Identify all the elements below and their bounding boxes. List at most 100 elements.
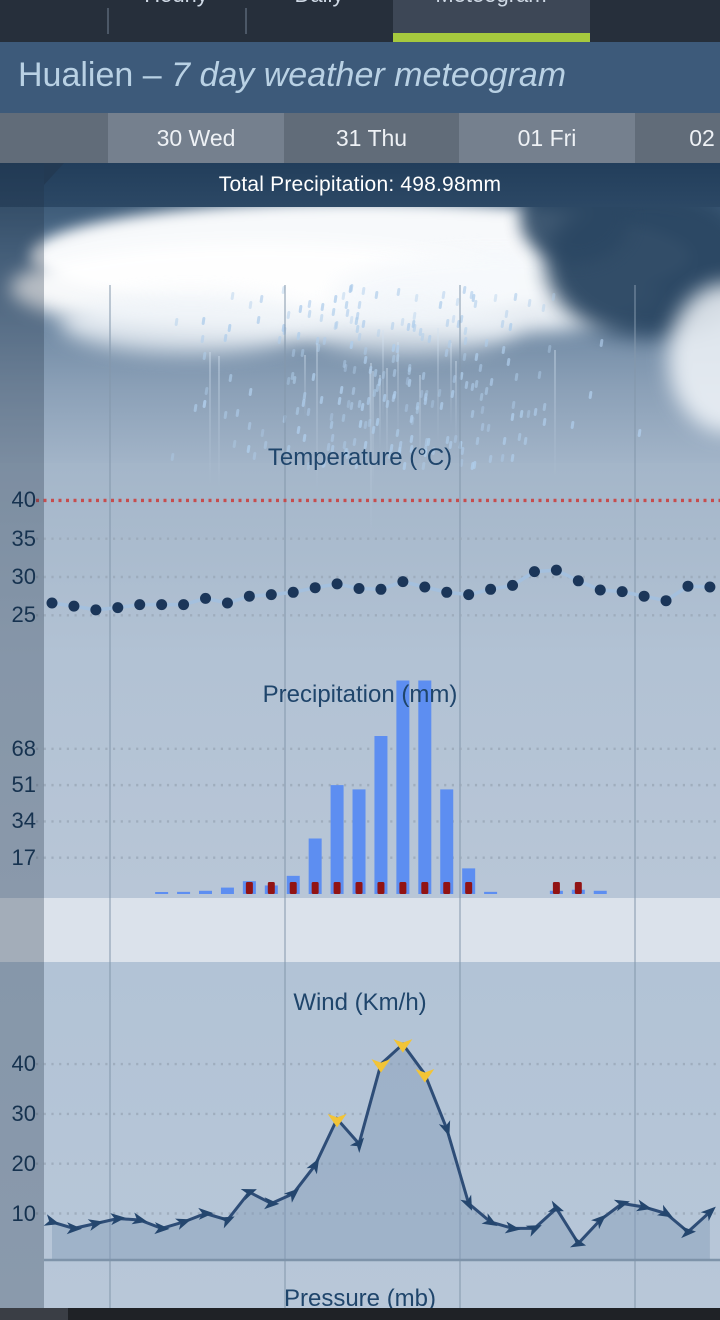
temperature-point [463,589,475,601]
top-tab-bar: Hourly Daily Meteogram [0,0,720,42]
rain-bar [330,785,344,894]
rain-streak [382,330,384,422]
rain-bar [220,887,234,894]
temperature-point [485,583,497,595]
rain-streak [450,343,452,427]
tab-separator [245,8,247,34]
wind-area-fill [52,1044,710,1260]
y-tick-label: 20 [11,1150,36,1176]
meteogram-subtitle: 7 day weather meteogram [171,56,567,94]
day-axis-strip[interactable]: 30 Wed 31 Thu 01 Fri 02 Sat [0,113,720,163]
wind-barb-icon [284,1188,300,1203]
wind-barb-icon [680,1226,696,1239]
rain-bar [396,680,410,894]
y-axis-gutter [0,163,44,1308]
strong-wind-marker-icon [371,1059,391,1073]
temperature-point [419,581,431,593]
convection-mark [421,882,429,894]
rain-streak [379,375,381,451]
rain-bar [155,892,169,894]
temperature-point [353,583,365,594]
convection-mark [465,882,473,894]
tab-daily[interactable]: Daily [295,0,344,7]
wind-barb-icon [613,1199,630,1212]
convection-mark [399,882,407,894]
y-tick-label: 40 [11,487,36,513]
y-tick-label: 10 [11,1200,36,1226]
bottom-bar-corner [0,1308,68,1320]
temperature-point [46,597,58,609]
wind-barb-icon [154,1222,170,1235]
wind-barb-icon [504,1221,521,1234]
rain-bar [484,891,498,894]
wind-barb-icon [525,1225,542,1237]
temperature-point [265,589,277,601]
strong-wind-marker-icon [393,1039,413,1053]
day-cell-fri[interactable]: 01 Fri [459,113,635,163]
convection-mark [377,882,385,894]
wind-barb-icon [460,1194,473,1211]
rain-bar [352,789,366,894]
rain-streak [370,363,372,534]
day-cell-sat[interactable]: 02 Sat [635,113,720,163]
convection-mark [443,882,451,894]
day-cell-thu[interactable]: 31 Thu [284,113,459,163]
tab-meteogram[interactable]: Meteogram [435,0,546,7]
wind-barb-icon [547,1200,564,1212]
precipitation-legend: Rain Rain or sleet Sleet or snow Snow Co… [0,898,720,962]
temperature-point [134,599,146,611]
temperature-point [200,592,212,604]
y-tick-label: 40 [11,1051,36,1077]
rain-streak [397,342,399,437]
convection-mark [245,882,253,894]
temperature-point [287,586,299,598]
temperature-point [243,590,255,602]
wind-barb-icon [635,1199,652,1212]
temperature-point [638,590,650,602]
cloud-band-graphic [0,163,720,483]
wind-barb-icon [438,1120,451,1137]
tab-hourly[interactable]: Hourly [144,0,208,7]
day-cell-wed[interactable]: 30 Wed [108,113,284,163]
wind-barb-icon [87,1219,104,1231]
temperature-point [441,586,453,598]
bottom-system-bar [0,1308,720,1320]
y-tick-label: 25 [11,602,36,628]
rain-streak [209,352,211,485]
temperature-point [156,599,168,611]
wind-barb-icon [175,1218,192,1230]
strong-wind-marker-icon [327,1113,347,1128]
temperature-point [309,582,321,594]
temperature-point [178,599,190,611]
temperature-point [397,576,409,588]
y-tick-label: 30 [11,564,36,589]
temperature-point [90,604,102,616]
active-tab-underline [393,33,590,42]
wind-barb-icon [700,1206,716,1222]
temperature-point [572,575,584,587]
rain-streak [369,369,371,443]
convection-mark [289,882,297,894]
y-tick-label: 17 [11,844,36,870]
y-tick-label: 30 [11,1100,36,1126]
total-precipitation-value: Total Precipitation: 498.98mm [218,173,502,196]
meteogram-scroll-area[interactable]: Total Precipitation: 498.98mm Temperatur… [0,163,720,1312]
y-tick-label: 68 [11,735,36,761]
rain-bar [593,890,607,894]
y-tick-label: 35 [11,525,36,551]
cloud-blob [60,293,320,353]
wind-barb-icon [198,1207,214,1220]
y-tick-label: 51 [11,772,36,798]
wind-barb-icon [591,1214,607,1230]
rain-bar [374,736,388,894]
temperature-chart-title: Temperature (°C) [267,444,453,471]
legend-strip-bg [0,898,720,962]
meteogram-charts-svg [36,163,720,1308]
temperature-point [660,595,672,607]
precipitation-chart-title: Precipitation (mm) [262,681,458,708]
wind-barb-icon [349,1137,365,1153]
temperature-point [221,597,233,609]
temperature-point [375,583,387,595]
day-cell-prev[interactable] [0,113,108,163]
total-precipitation-banner: Total Precipitation: 498.98mm [0,163,720,207]
